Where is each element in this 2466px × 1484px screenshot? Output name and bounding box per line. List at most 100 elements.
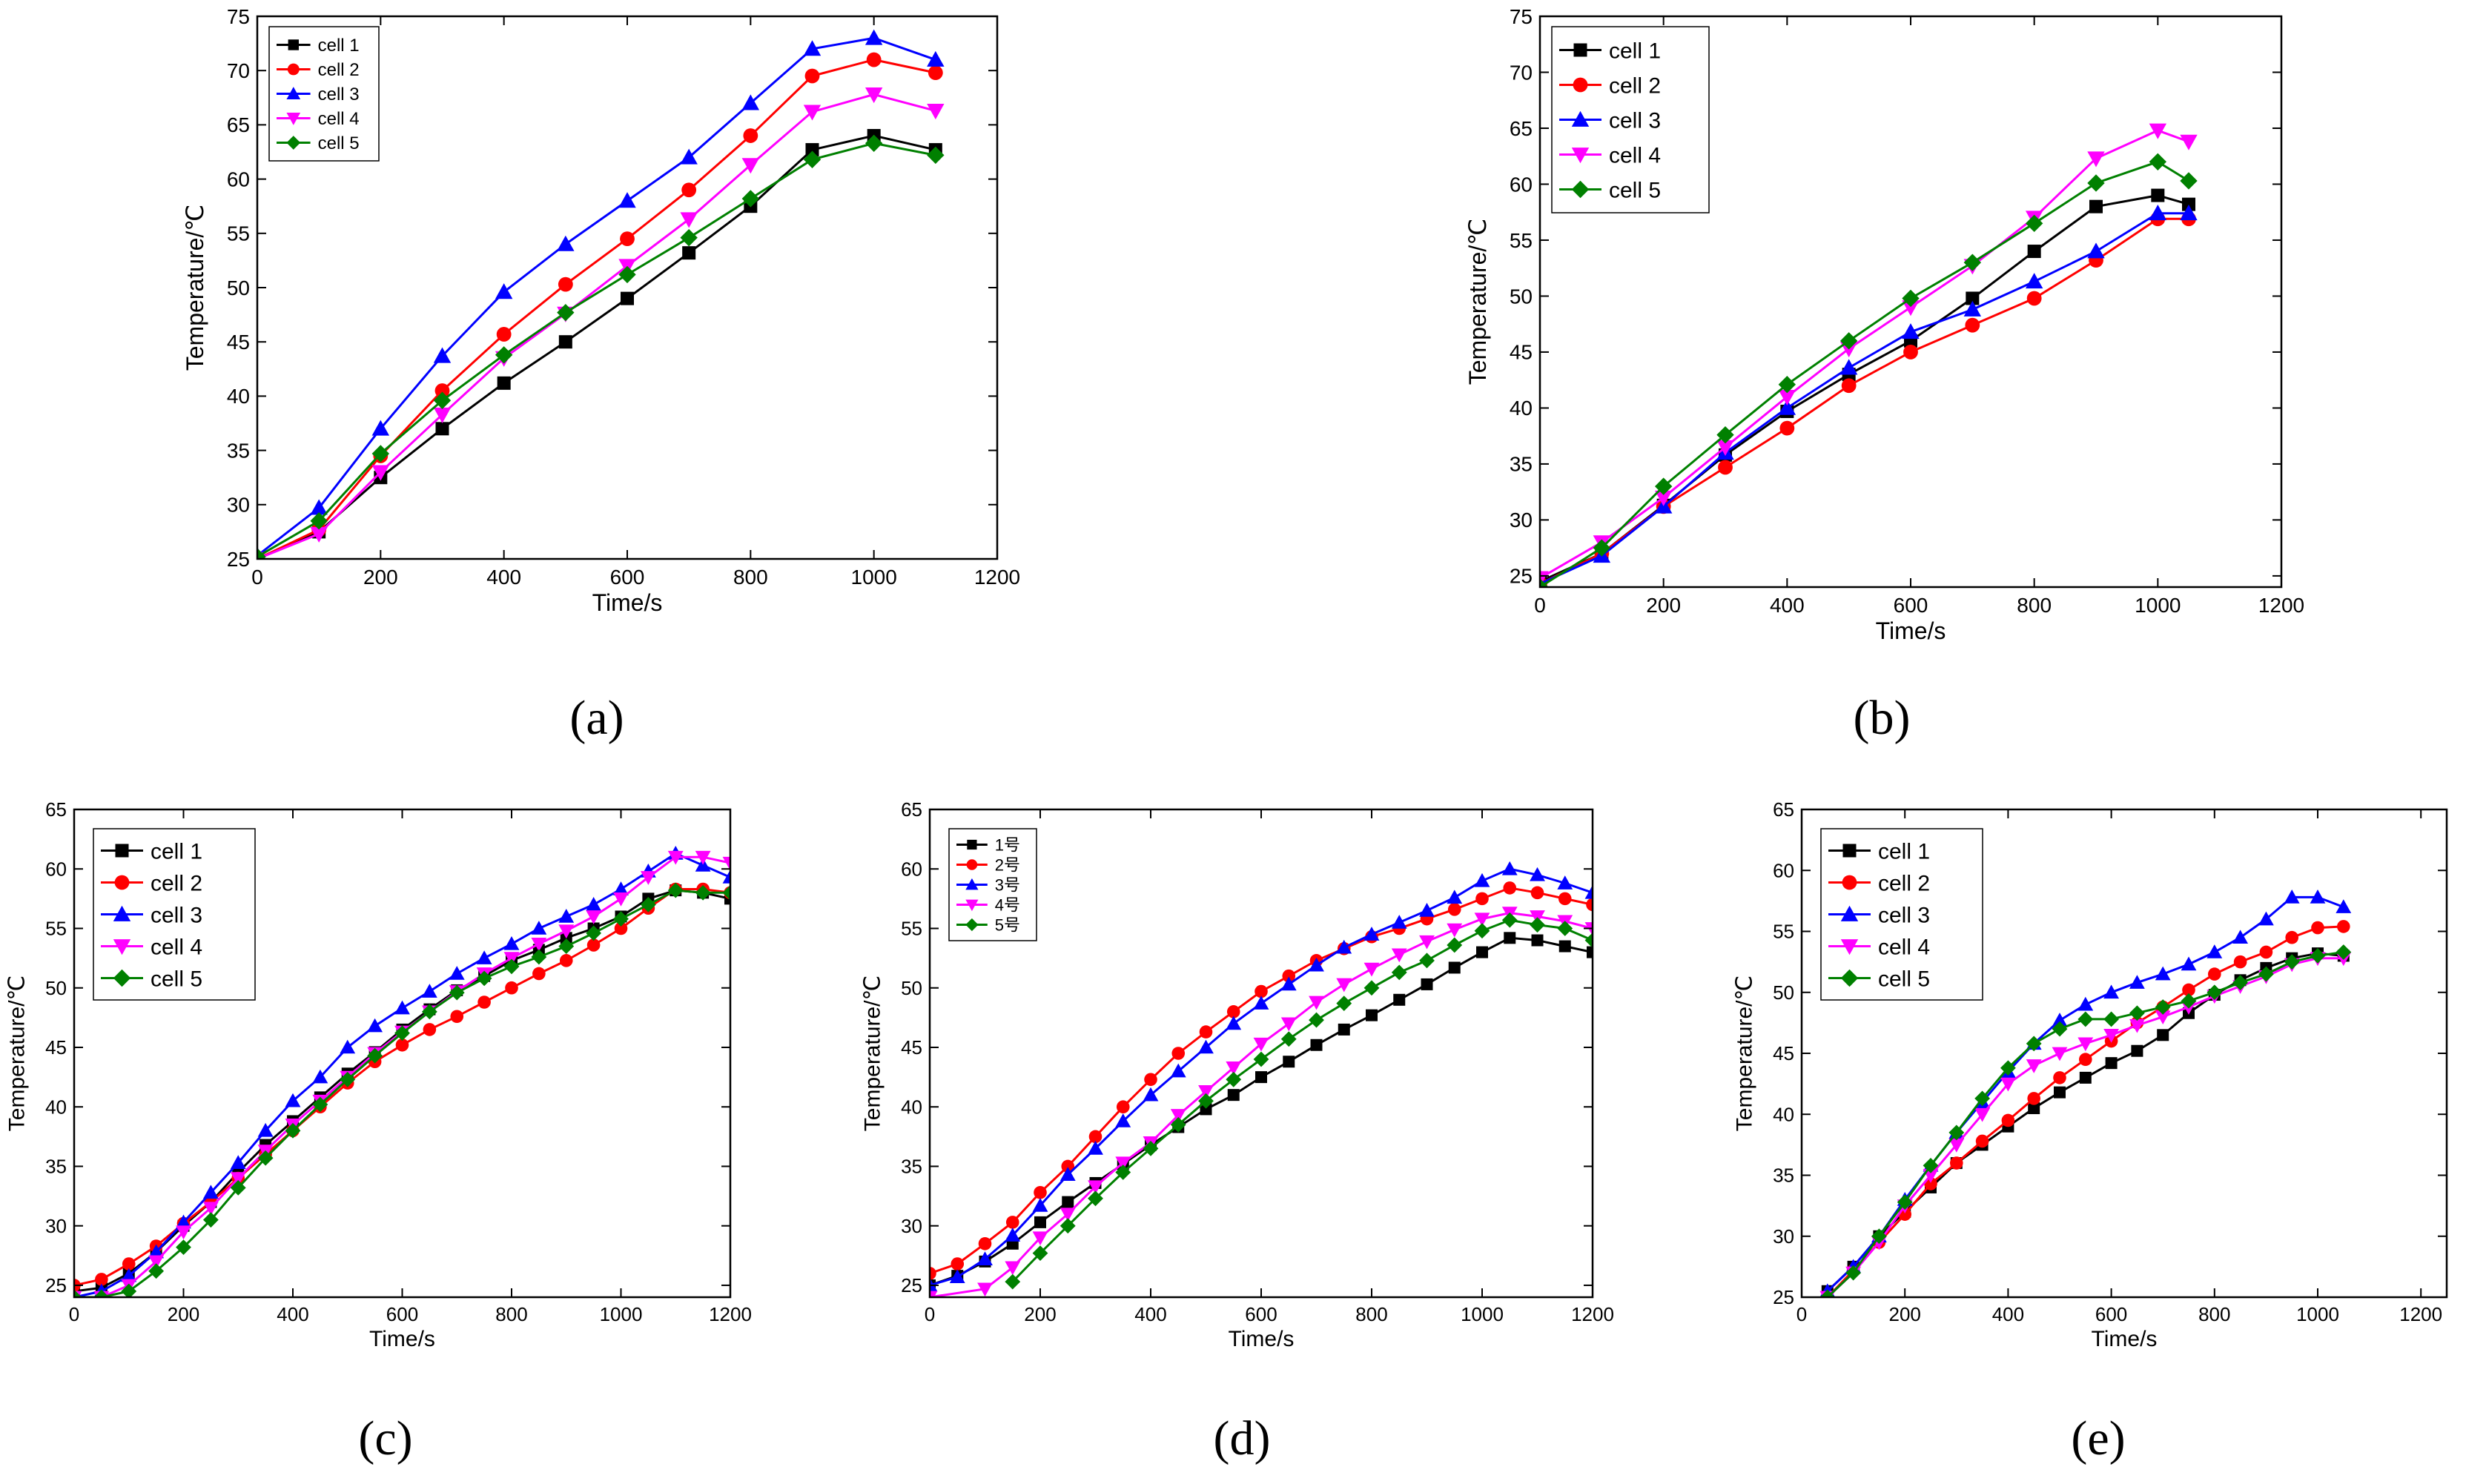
y-axis-label: Temperature/℃ [860, 975, 885, 1131]
chart-panel-e: 0 200 400 600 800 1000 1200 25 30 35 40 45 50 55 60 65 T… [1732, 798, 2448, 1351]
y-tick-label: 75 [227, 5, 250, 28]
data-point-series-3 [2087, 242, 2105, 259]
legend-marker-5 [965, 918, 979, 932]
data-point-series-3 [722, 869, 730, 884]
data-point-series-4 [310, 526, 328, 543]
data-point-series-2 [1171, 1047, 1186, 1060]
legend-marker-1 [1842, 844, 1857, 858]
y-tick-label: 35 [1773, 1165, 1794, 1187]
legend-marker-3 [1840, 905, 1859, 921]
data-point-series-3 [1198, 1039, 1214, 1054]
series-layer [930, 861, 1593, 1297]
data-point-series-5 [618, 265, 636, 284]
data-point-series-2 [978, 1236, 992, 1251]
y-tick-label: 45 [901, 1036, 922, 1059]
data-point-series-4 [202, 1202, 219, 1216]
y-tick-label: 60 [1773, 859, 1794, 881]
data-point-series-4 [2077, 1037, 2094, 1052]
data-point-series-2 [122, 1257, 136, 1271]
data-point-series-1 [2182, 197, 2195, 211]
data-point-series-5 [176, 1239, 191, 1255]
data-point-series-1 [1310, 1039, 1323, 1051]
x-tick-label: 1200 [1571, 1303, 1614, 1325]
legend-marker-5 [1571, 180, 1590, 199]
y-tick-label: 50 [227, 276, 250, 299]
legend: cell 1 cell 2 cell 3 cell 4 cell 5 [268, 26, 380, 162]
legend-marker-5 [113, 969, 131, 987]
data-point-series-4 [558, 924, 575, 939]
data-point-series-3 [1902, 323, 1920, 339]
data-point-series-4 [2129, 1018, 2145, 1033]
y-axis-label: Temperature/℃ [1464, 219, 1491, 385]
data-point-series-5 [1716, 425, 1734, 444]
data-point-series-4 [586, 910, 602, 924]
data-point-series-1 [2089, 199, 2103, 213]
data-point-series-2 [804, 68, 820, 84]
data-point-series-5 [1897, 1194, 1913, 1210]
x-tick-label: 200 [1889, 1303, 1921, 1325]
data-point-series-3 [2129, 975, 2145, 989]
data-point-series-2 [1447, 903, 1461, 916]
data-point-series-2 [1475, 892, 1489, 906]
series-line-5 [257, 142, 936, 558]
data-point-series-3 [741, 94, 760, 110]
data-point-series-2 [930, 1267, 936, 1280]
data-point-series-3 [531, 921, 547, 935]
y-tick-label: 40 [901, 1096, 922, 1118]
data-point-series-1 [724, 892, 730, 905]
data-point-series-5 [2149, 153, 2167, 170]
data-point-series-5 [421, 1004, 437, 1020]
y-tick-label: 35 [227, 439, 250, 462]
x-tick-label: 1000 [2296, 1303, 2339, 1325]
data-point-series-2 [559, 954, 573, 967]
legend-marker-2 [1573, 77, 1588, 93]
data-point-series-3 [449, 966, 465, 980]
y-tick-label: 30 [45, 1215, 67, 1237]
x-tick-label: 600 [2095, 1303, 2127, 1325]
data-point-series-2 [2208, 967, 2221, 981]
legend-label-3: cell 3 [151, 903, 202, 927]
data-point-series-2 [1199, 1025, 1213, 1039]
data-point-series-5 [1198, 1093, 1214, 1109]
data-point-series-3 [1530, 867, 1545, 881]
data-point-series-3 [930, 1277, 938, 1292]
data-point-series-5 [1654, 477, 1673, 495]
data-point-series-1 [1558, 940, 1571, 953]
chart-panel-d: 0 200 400 600 800 1000 1200 25 30 35 40 45 50 55 60 65 T… [860, 798, 1614, 1351]
x-axis-label: Time/s [592, 589, 663, 616]
x-tick-label: 0 [925, 1303, 935, 1325]
y-tick-label: 40 [227, 385, 250, 408]
legend-marker-2 [287, 63, 300, 76]
data-point-series-5 [1253, 1051, 1269, 1067]
data-point-series-4 [2103, 1029, 2119, 1043]
legend-label-4: 4号 [995, 895, 1020, 914]
y-tick-label: 50 [901, 977, 922, 999]
data-point-series-3 [1584, 884, 1593, 899]
data-point-series-5 [2000, 1060, 2016, 1076]
data-point-series-5 [2129, 1005, 2145, 1021]
y-axis-label: Temperature/℃ [1732, 975, 1756, 1131]
data-point-series-2 [2001, 1113, 2015, 1127]
data-point-series-3 [1963, 300, 1982, 317]
data-point-series-3 [176, 1214, 191, 1229]
legend-label-4: cell 4 [318, 109, 360, 129]
x-axis-label: Time/s [1229, 1327, 1295, 1351]
data-point-series-5 [285, 1122, 301, 1139]
data-point-series-2 [1282, 969, 1296, 983]
data-point-series-1 [497, 376, 511, 390]
y-tick-label: 60 [45, 858, 67, 880]
data-point-series-2 [1116, 1100, 1130, 1114]
y-tick-label: 25 [1510, 565, 1533, 588]
x-axis-label: Time/s [1876, 617, 1946, 644]
legend-label-5: cell 5 [1609, 178, 1661, 202]
y-tick-label: 25 [45, 1274, 67, 1296]
data-point-series-4 [803, 105, 822, 121]
legend-label-2: cell 2 [1609, 73, 1661, 98]
y-tick-label: 25 [901, 1274, 922, 1296]
x-tick-label: 400 [486, 566, 521, 589]
data-point-series-5 [2310, 948, 2326, 964]
x-axis-label: Time/s [369, 1327, 435, 1351]
data-point-series-2 [1975, 1134, 1989, 1148]
data-point-series-5 [1593, 539, 1611, 557]
data-point-series-1 [1587, 946, 1593, 958]
